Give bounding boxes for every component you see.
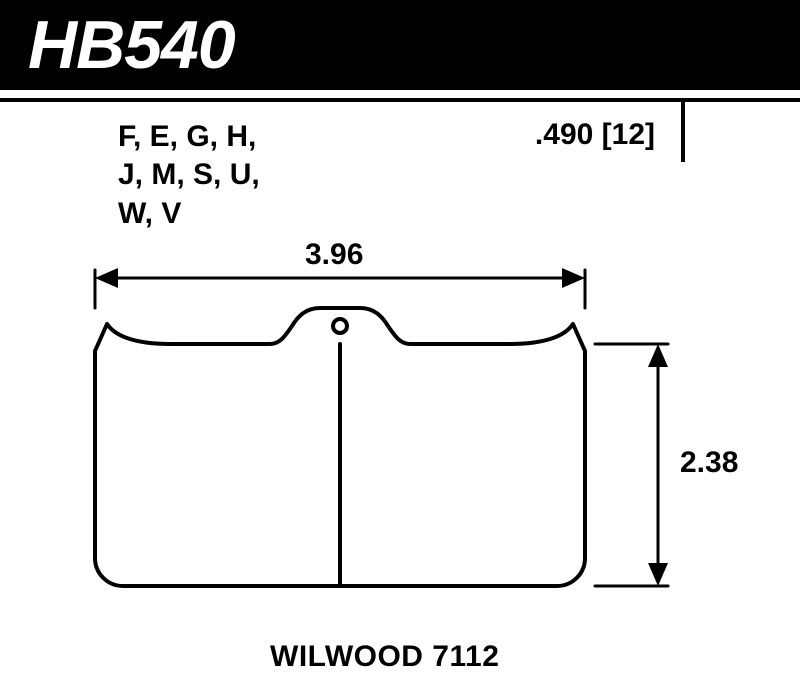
codes-line-3: W, V	[118, 195, 260, 233]
width-dimension: 3.96	[305, 238, 363, 272]
mount-hole	[333, 319, 347, 333]
codes-line-2: J, M, S, U,	[118, 156, 260, 194]
brake-pad-diagram: 3.96 2.38	[30, 236, 770, 656]
arrow-right	[562, 268, 585, 288]
page-title: HB540	[28, 6, 235, 84]
divider	[0, 98, 800, 102]
arrow-up	[648, 344, 668, 367]
thickness-value: .490 [12]	[535, 118, 655, 152]
codes-line-1: F, E, G, H,	[118, 118, 260, 156]
height-dimension: 2.38	[680, 446, 738, 480]
compound-codes: F, E, G, H, J, M, S, U, W, V	[118, 118, 260, 233]
arrow-left	[95, 268, 118, 288]
arrow-down	[648, 563, 668, 586]
product-name: WILWOOD 7112	[270, 640, 499, 674]
thickness-tick	[681, 102, 685, 162]
